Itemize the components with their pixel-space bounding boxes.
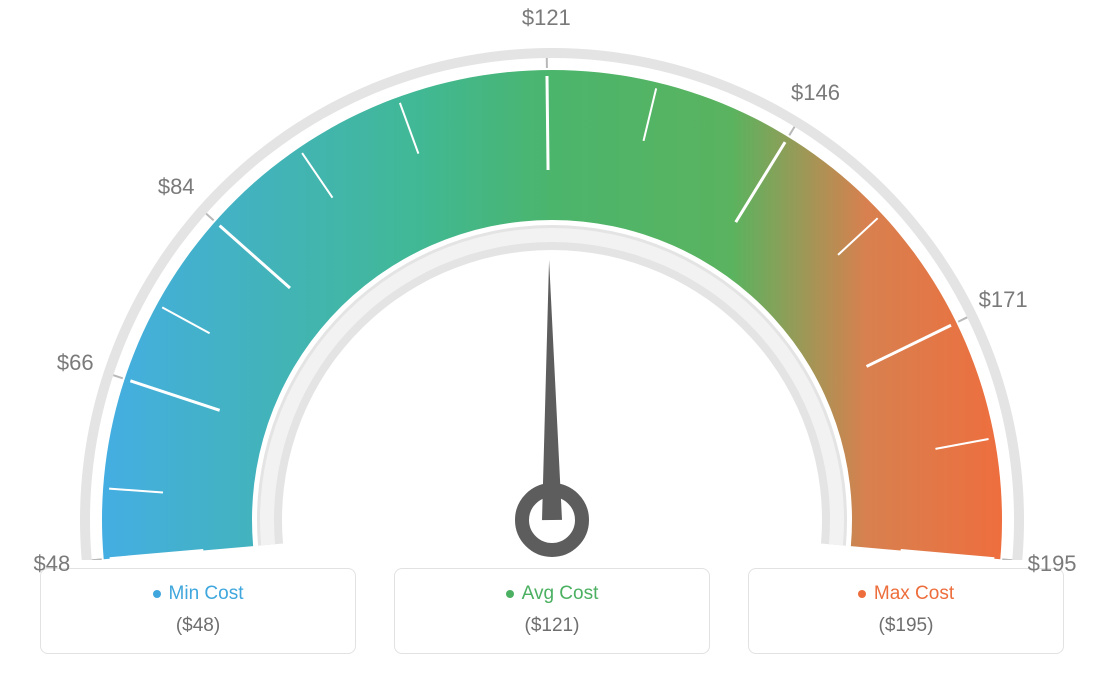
outer-tick bbox=[789, 127, 794, 136]
gauge-chart: $48$66$84$121$146$171$195 bbox=[0, 0, 1104, 560]
legend-value: ($121) bbox=[395, 615, 709, 637]
legend-value: ($195) bbox=[749, 615, 1063, 637]
tick-label: $146 bbox=[791, 80, 840, 106]
legend-title: Min Cost bbox=[41, 583, 355, 605]
tick-label: $48 bbox=[34, 551, 71, 577]
legend-value: ($48) bbox=[41, 615, 355, 637]
tick-label: $171 bbox=[979, 287, 1028, 313]
outer-tick bbox=[1002, 559, 1012, 560]
legend-title: Max Cost bbox=[749, 583, 1063, 605]
legend-title-text: Avg Cost bbox=[522, 583, 599, 604]
legend-dot-icon bbox=[858, 590, 866, 598]
legend-title-text: Max Cost bbox=[874, 583, 954, 604]
tick-label: $66 bbox=[57, 350, 94, 376]
legend-title-text: Min Cost bbox=[169, 583, 244, 604]
outer-tick bbox=[958, 317, 967, 321]
legend-dot-icon bbox=[506, 590, 514, 598]
legend-title: Avg Cost bbox=[395, 583, 709, 605]
gauge-needle bbox=[542, 260, 562, 520]
major-tick bbox=[547, 76, 548, 170]
legend-row: Min Cost ($48) Avg Cost ($121) Max Cost ($195… bbox=[0, 568, 1104, 654]
tick-label: $84 bbox=[158, 174, 195, 200]
tick-label: $195 bbox=[1028, 551, 1077, 577]
legend-dot-icon bbox=[153, 590, 161, 598]
legend-card-min: Min Cost ($48) bbox=[40, 568, 356, 654]
gauge-svg bbox=[0, 0, 1104, 560]
legend-card-avg: Avg Cost ($121) bbox=[394, 568, 710, 654]
outer-tick bbox=[206, 214, 213, 221]
outer-tick bbox=[113, 375, 122, 378]
outer-tick bbox=[92, 559, 102, 560]
legend-card-max: Max Cost ($195) bbox=[748, 568, 1064, 654]
tick-label: $121 bbox=[522, 5, 571, 31]
